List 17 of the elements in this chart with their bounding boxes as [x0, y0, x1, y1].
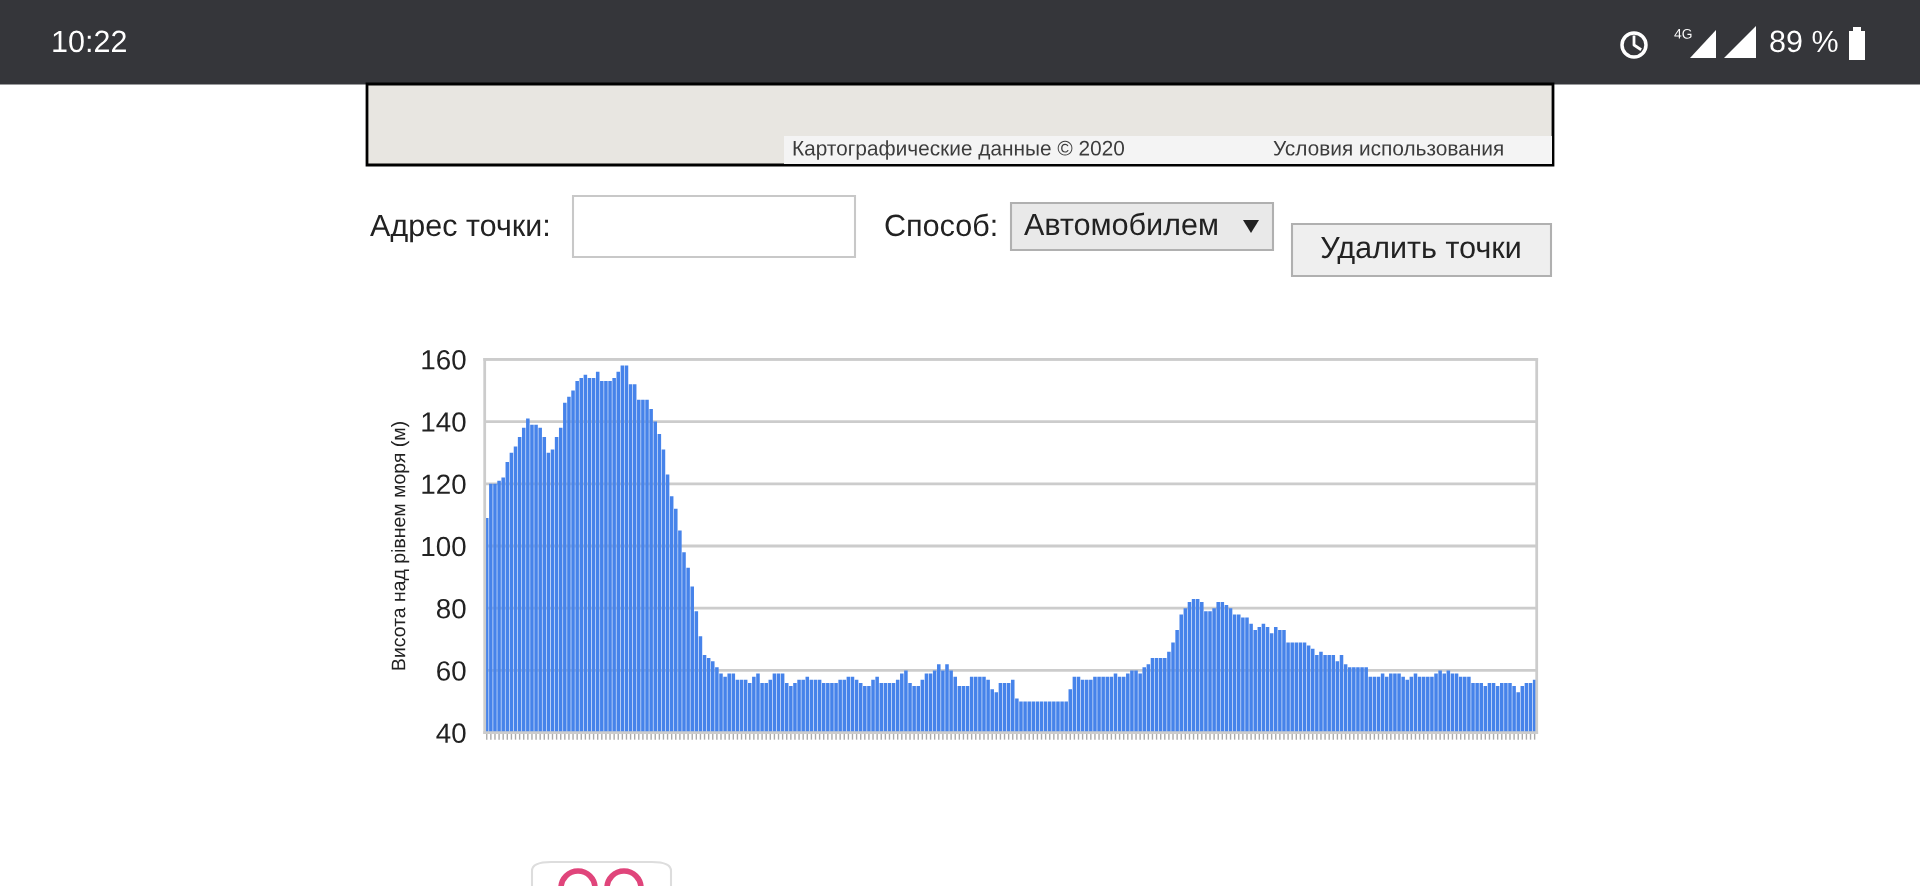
y-tick-label: 80 [436, 598, 466, 619]
text: Картографические данные © 2020 [793, 140, 1125, 160]
text: 4G [1674, 28, 1692, 39]
y-tick-label: 60 [437, 661, 466, 681]
text: 10:22 [53, 30, 126, 53]
y-tick-label: 100 [422, 536, 466, 557]
text: Условия использования [1273, 141, 1503, 156]
text: Способ: [885, 213, 996, 237]
y-tick-label: 120 [422, 474, 466, 495]
text: Удалить точки [1321, 236, 1520, 264]
text: Автомобилем [1024, 212, 1217, 236]
y-tick-label: 140 [422, 412, 466, 432]
text: 89 % [1770, 30, 1838, 53]
y-tick-label: 160 [422, 349, 466, 370]
y-axis-title: Висота над рівнем моря (м) [391, 422, 410, 670]
y-tick-label: 40 [436, 723, 466, 744]
text: Адрес точки: [370, 214, 548, 243]
